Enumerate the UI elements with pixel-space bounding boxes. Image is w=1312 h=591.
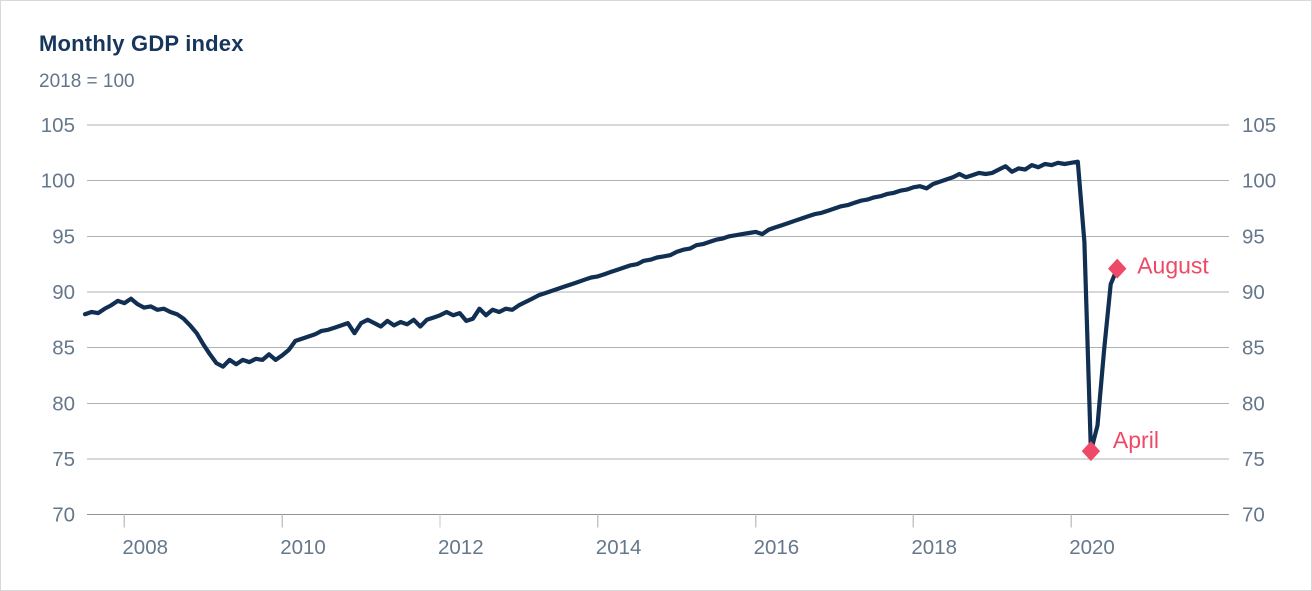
x-axis-label: 2014 — [596, 536, 642, 559]
y-axis-label-left: 80 — [52, 392, 75, 415]
y-axis-label-left: 100 — [41, 170, 75, 193]
x-axis-label: 2010 — [280, 536, 326, 559]
x-axis-label: 2018 — [911, 536, 957, 559]
y-axis-label-left: 75 — [52, 448, 75, 471]
y-axis-label-left: 85 — [52, 337, 75, 360]
gdp-line — [82, 159, 1120, 454]
y-axis-label-right: 100 — [1242, 170, 1276, 193]
x-axis-label: 2012 — [438, 536, 484, 559]
y-axis-label-right: 80 — [1242, 392, 1265, 415]
y-axis-label-left: 105 — [41, 114, 75, 137]
x-axis-label: 2016 — [754, 536, 800, 559]
y-axis-label-right: 70 — [1242, 504, 1265, 527]
diamond-marker-april-icon — [1081, 441, 1101, 462]
y-axis-label-left: 70 — [52, 504, 75, 527]
y-axis-label-right: 75 — [1242, 448, 1265, 471]
x-axis-label: 2008 — [122, 536, 168, 559]
diamond-marker-august-icon — [1108, 258, 1127, 279]
annotation-label-august: August — [1137, 253, 1209, 279]
x-axis-label: 2020 — [1069, 536, 1115, 559]
y-axis-label-right: 85 — [1242, 337, 1265, 360]
y-axis-label-left: 90 — [52, 281, 75, 304]
y-axis-label-right: 95 — [1242, 225, 1265, 248]
y-axis-label-left: 95 — [52, 225, 75, 248]
chart-subtitle: 2018 = 100 — [39, 71, 135, 92]
chart-title: Monthly GDP index — [39, 31, 244, 56]
y-axis-label-right: 90 — [1242, 281, 1265, 304]
y-axis-label-right: 105 — [1242, 114, 1276, 137]
annotation-label-april: April — [1113, 427, 1159, 453]
